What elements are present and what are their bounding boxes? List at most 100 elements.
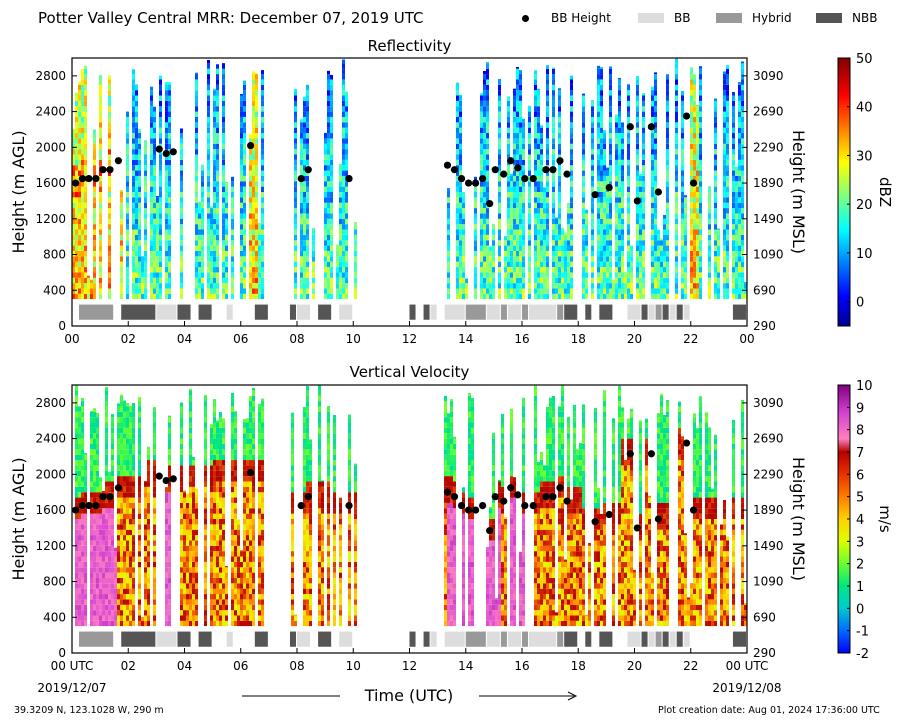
heatmap-cell [153, 261, 156, 268]
heatmap-cell [345, 106, 348, 112]
heatmap-cell [168, 267, 171, 273]
heatmap-cell [222, 208, 225, 214]
heatmap-cell [150, 86, 153, 91]
heatmap-cell [300, 154, 303, 160]
heatmap-cell [150, 127, 153, 134]
heatmap-cell [540, 245, 543, 251]
heatmap-cell [138, 556, 141, 562]
heatmap-cell [243, 229, 246, 235]
heatmap-cell [612, 283, 615, 289]
heatmap-cell [195, 277, 198, 284]
heatmap-cell [117, 438, 120, 444]
heatmap-cell [615, 181, 618, 187]
heatmap-cell [120, 583, 123, 589]
heatmap-cell [597, 90, 600, 96]
heatmap-cell [690, 95, 693, 101]
heatmap-cell [75, 422, 78, 428]
heatmap-cell [294, 272, 297, 278]
heatmap-cell [546, 186, 549, 192]
heatmap-cell [132, 545, 135, 552]
heatmap-cell [642, 256, 645, 262]
heatmap-cell [195, 234, 198, 241]
heatmap-cell [150, 272, 153, 278]
legend-label: BB Height [551, 11, 611, 25]
heatmap-cell [534, 288, 537, 294]
heatmap-cell [591, 234, 594, 241]
heatmap-cell [690, 154, 693, 160]
heatmap-cell [159, 138, 162, 144]
heatmap-cell [726, 143, 729, 150]
heatmap-cell [132, 433, 135, 439]
heatmap-cell [642, 111, 645, 117]
heatmap-cell [615, 256, 618, 262]
heatmap-cell [741, 224, 744, 230]
heatmap-cell [120, 476, 123, 482]
heatmap-cell [90, 417, 93, 423]
heatmap-cell [108, 471, 111, 477]
heatmap-cell [93, 460, 96, 466]
heatmap-cell [534, 138, 537, 144]
heatmap-cell [243, 127, 246, 134]
heatmap-cell [135, 149, 138, 155]
heatmap-cell [480, 250, 483, 257]
heatmap-cell [462, 256, 465, 262]
heatmap-cell [465, 293, 468, 300]
heatmap-cell [738, 122, 741, 128]
heatmap-cell [738, 240, 741, 246]
heatmap-cell [330, 293, 333, 300]
heatmap-cell [537, 250, 540, 257]
heatmap-cell [108, 535, 111, 541]
heatmap-cell [696, 170, 699, 176]
heatmap-cell [513, 88, 516, 91]
heatmap-cell [312, 250, 315, 257]
heatmap-cell [492, 293, 495, 300]
heatmap-cell [75, 529, 78, 536]
heatmap-cell [693, 159, 696, 166]
heatmap-cell [324, 267, 327, 273]
heatmap-cell [723, 218, 726, 225]
heatmap-cell [483, 245, 486, 251]
heatmap-cell [630, 283, 633, 289]
heatmap-cell [591, 127, 594, 134]
heatmap-cell [306, 272, 309, 278]
heatmap-cell [510, 240, 513, 246]
heatmap-cell [207, 213, 210, 219]
heatmap-cell [342, 95, 345, 101]
heatmap-cell [597, 181, 600, 187]
heatmap-cell [456, 95, 459, 101]
heatmap-cell [621, 288, 624, 294]
heatmap-cell [723, 288, 726, 294]
heatmap-cell [108, 556, 111, 562]
heatmap-cell [507, 149, 510, 155]
heatmap-cell [615, 170, 618, 176]
heatmap-cell [480, 159, 483, 166]
heatmap-cell [300, 261, 303, 268]
heatmap-cell [330, 186, 333, 192]
heatmap-cell [99, 481, 102, 487]
heatmap-cell [252, 116, 255, 123]
heatmap-cell [681, 208, 684, 214]
heatmap-cell [651, 116, 654, 123]
heatmap-cell [111, 556, 114, 562]
heatmap-cell [696, 165, 699, 171]
heatmap-cell [96, 583, 99, 589]
heatmap-cell [621, 240, 624, 246]
heatmap-cell [165, 208, 168, 214]
heatmap-cell [150, 288, 153, 294]
heatmap-cell [654, 213, 657, 219]
x-tick-label: 04 [177, 332, 192, 346]
heatmap-cell [621, 208, 624, 214]
heatmap-cell [132, 508, 135, 514]
heatmap-cell [552, 277, 555, 284]
heatmap-cell [570, 288, 573, 294]
heatmap-cell [717, 283, 720, 289]
heatmap-cell [534, 149, 537, 155]
heatmap-cell [657, 283, 660, 289]
heatmap-cell [723, 293, 726, 300]
heatmap-cell [708, 186, 711, 192]
heatmap-cell [75, 481, 78, 487]
heatmap-cell [696, 250, 699, 257]
heatmap-cell [81, 133, 84, 139]
heatmap-cell [195, 240, 198, 246]
heatmap-cell [303, 208, 306, 214]
